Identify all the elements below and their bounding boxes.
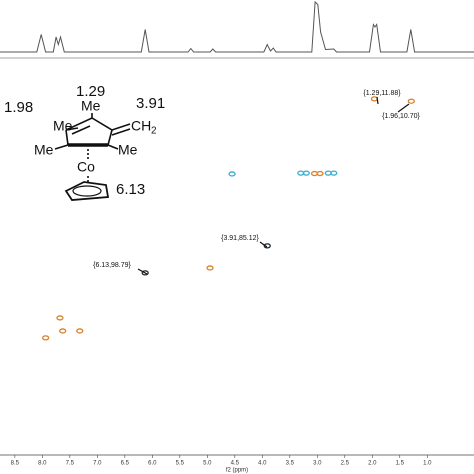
peak	[76, 328, 84, 334]
methyl-bond	[107, 144, 119, 150]
ring-bond	[65, 129, 69, 146]
atom-label: Me	[34, 142, 54, 158]
peak	[206, 265, 214, 271]
peak	[407, 98, 415, 104]
x-tick-label: 5.5	[176, 461, 185, 467]
annotation-arrow	[376, 96, 379, 105]
annotation-arrow	[137, 268, 148, 275]
shift-label: 1.98	[4, 99, 33, 116]
x-tick-label: 2.5	[341, 461, 350, 467]
x-tick-label: 1.0	[423, 461, 432, 467]
atom-label: CH	[131, 118, 151, 134]
atom-label: Me	[118, 142, 138, 158]
x-tick-label: 8.5	[11, 461, 20, 467]
cp-aromatic	[72, 185, 102, 197]
annotation: {6.13,98.79}	[93, 262, 131, 269]
peak	[302, 170, 310, 176]
x-tick-label: 2.0	[368, 461, 377, 467]
peak	[59, 328, 67, 334]
annotation: {1.96,10.70}	[382, 113, 420, 120]
x-tick-label: 6.5	[121, 461, 130, 467]
shift-label: 6.13	[116, 181, 145, 198]
x-axis-label: f2 (ppm)	[226, 468, 248, 474]
peak	[316, 170, 324, 177]
spectrum-line	[0, 0, 474, 53]
x-tick-label: 7.5	[66, 461, 75, 467]
methyl-bond	[54, 144, 69, 150]
atom-label: Me	[81, 98, 101, 114]
exo-bond	[111, 123, 131, 131]
annotation-arrow	[397, 103, 410, 113]
x-tick-label: 8.0	[38, 461, 47, 467]
peak	[56, 315, 64, 321]
cp-ring	[64, 181, 110, 201]
x-tick-label: 4.0	[258, 461, 267, 467]
atom-label: Me	[53, 118, 73, 134]
methyl-bond	[65, 127, 79, 131]
peak	[41, 335, 50, 341]
peak	[141, 270, 149, 276]
x-tick-label: 1.5	[396, 461, 405, 467]
x-tick-label: 3.5	[286, 461, 295, 467]
x-tick-label: 5.0	[203, 461, 212, 467]
peak	[228, 171, 236, 177]
x-tick-label: 6.0	[148, 461, 157, 467]
exo-bond	[111, 128, 131, 136]
double-bond	[71, 125, 91, 135]
annotation-arrow	[259, 241, 268, 248]
x-tick-label: 3.0	[313, 461, 322, 467]
ring-bond	[107, 129, 113, 146]
atom-subscript: 2	[151, 126, 157, 137]
annotation: {1.29,11.88}	[363, 90, 401, 97]
structure	[54, 113, 131, 201]
shift-label: 1.29	[76, 83, 105, 100]
x-tick-label: 7.0	[93, 461, 102, 467]
annotation: {3.91,85.12}	[221, 235, 259, 242]
atom-label: Co	[77, 159, 95, 175]
shift-label: 3.91	[136, 95, 165, 112]
peak	[263, 243, 271, 249]
x-tick-label: 4.5	[231, 461, 240, 467]
peak	[330, 170, 338, 176]
